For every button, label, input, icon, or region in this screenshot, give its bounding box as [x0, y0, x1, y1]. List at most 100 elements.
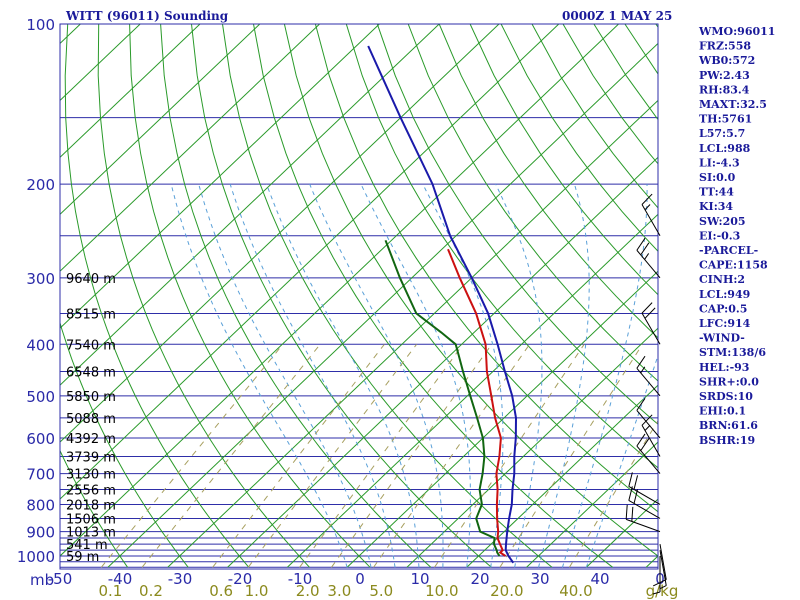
isotherm-line: [60, 24, 380, 329]
isotherm-line: [60, 24, 201, 159]
dry-adiabat: [314, 24, 658, 513]
moist-adiabat: [266, 183, 420, 568]
dry-adiabat: [222, 24, 553, 568]
wind-barb: [636, 398, 661, 439]
moist-adiabat: [198, 183, 372, 568]
dry-adiabat: [438, 24, 658, 339]
wind-barb-flag: [641, 414, 653, 426]
stat-line: TT:44: [699, 186, 734, 199]
mixing-ratio-line: [434, 344, 585, 568]
isotherm-line: [60, 24, 320, 272]
mixing-ratio-label: 2.0: [296, 582, 320, 600]
dry-adiabat: [129, 24, 371, 568]
temperature-tick-label: 20: [470, 570, 489, 588]
pressure-tick-label: 300: [26, 270, 55, 288]
temperature-tick-label: -50: [48, 570, 73, 588]
wind-barb-flag: [628, 472, 633, 487]
stat-line: SW:205: [699, 215, 746, 228]
isotherm-line: [60, 24, 560, 500]
wind-barb-flag: [640, 242, 650, 256]
isotherm-line: [60, 24, 261, 215]
dry-adiabat: [376, 24, 658, 425]
stat-line: CAPE:1158: [699, 259, 768, 272]
pressure-tick-label: 1000: [17, 548, 55, 566]
wind-barb: [641, 302, 661, 345]
temperature-tick-label: -10: [288, 570, 313, 588]
temperature-tick-label: 10: [410, 570, 429, 588]
temperature-tick-label: 30: [530, 570, 549, 588]
height-label: 3739 m: [66, 450, 116, 465]
dry-adiabat: [780, 24, 800, 567]
stat-line: EHI:0.1: [699, 405, 746, 418]
isotherm-line: [406, 327, 658, 568]
moist-adiabat: [495, 183, 543, 568]
isotherm-line: [227, 156, 658, 568]
stat-line: STM:138/6: [699, 346, 766, 359]
height-label: 9640 m: [66, 272, 116, 287]
pressure-tick-label: 200: [26, 176, 55, 194]
isotherm-line: [167, 99, 658, 568]
wind-barb-flag: [631, 506, 634, 522]
isotherm-line: [107, 42, 658, 568]
plot-frame: [59, 23, 659, 570]
mixing-ratio-label: 3.0: [327, 582, 351, 600]
height-label: 5088 m: [66, 412, 116, 427]
dry-adiabat: [64, 24, 250, 568]
wind-barb-staff: [636, 410, 661, 439]
dry-adiabat: [345, 24, 658, 469]
stat-line: RH:83.4: [699, 83, 750, 96]
dry-adiabat: [469, 24, 658, 296]
mixing-ratio-line: [141, 343, 321, 568]
dry-adiabat: [60, 449, 129, 568]
stat-line: LFC:914: [699, 317, 751, 330]
mixing-ratio-unit: g/kg: [646, 582, 679, 600]
wind-barb-flag: [641, 302, 653, 314]
wind-barb: [636, 237, 661, 279]
moist-adiabat: [309, 183, 444, 568]
dry-adiabat: [97, 24, 310, 568]
dry-adiabat: [160, 24, 432, 568]
wind-barb-flag: [633, 475, 639, 490]
mixing-ratio-label: 0.6: [209, 582, 233, 600]
isotherm-line: [586, 498, 658, 568]
stat-line: SRDS:10: [699, 390, 753, 403]
wind-barb-flag: [636, 398, 646, 411]
pressure-tick-label: 600: [26, 430, 55, 448]
temperature-tick-label: -20: [228, 570, 253, 588]
stat-line: BRN:61.6: [699, 419, 758, 432]
stat-line: WMO:96011: [698, 25, 775, 38]
mixing-ratio-line: [568, 419, 658, 568]
stat-line: BSHR:19: [699, 434, 755, 447]
wind-barb: [628, 486, 661, 519]
temperature-tick-label: 0: [355, 570, 365, 588]
moist-adiabat: [229, 183, 396, 568]
wind-barb: [636, 433, 661, 474]
stat-line: LI:-4.3: [699, 156, 740, 169]
wind-barb: [652, 556, 661, 595]
pressure-unit-label: mb: [30, 571, 54, 589]
temperature-tick-label: -40: [108, 570, 133, 588]
mixing-ratio-line: [100, 343, 284, 568]
height-label: 2556 m: [66, 484, 116, 499]
wind-barb-flag: [644, 253, 650, 260]
stat-line: L57:5.7: [699, 127, 745, 140]
moist-adiabat: [585, 353, 658, 568]
wind-barb-flag: [636, 355, 646, 369]
pressure-tick-label: 500: [26, 388, 55, 406]
wind-barb: [628, 472, 661, 505]
wind-barb-flag: [652, 579, 667, 587]
dry-adiabat: [60, 321, 189, 568]
temperature-profile: [447, 248, 507, 557]
isotherm-line: [60, 24, 500, 443]
mixing-ratio-label: 1.0: [245, 582, 269, 600]
mixing-ratio-label: 0.2: [139, 582, 163, 600]
wind-barb-staff: [641, 425, 661, 457]
stat-line: CAP:0.5: [699, 302, 747, 315]
sounding-time: 0000Z 1 MAY 25: [562, 9, 672, 23]
wind-barb-flag: [644, 307, 656, 319]
stat-line: LCL:988: [699, 142, 751, 155]
wind-barb-staff: [636, 367, 661, 397]
height-label: 1506 m: [66, 512, 116, 527]
